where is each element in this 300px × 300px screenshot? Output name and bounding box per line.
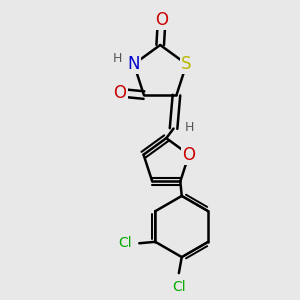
Text: H: H	[113, 52, 122, 65]
Text: O: O	[182, 146, 196, 164]
Text: N: N	[128, 55, 140, 73]
Text: Cl: Cl	[172, 280, 186, 294]
Text: O: O	[113, 84, 127, 102]
Text: S: S	[181, 55, 192, 73]
Text: Cl: Cl	[118, 236, 132, 250]
Text: O: O	[155, 11, 168, 29]
Text: H: H	[185, 121, 194, 134]
